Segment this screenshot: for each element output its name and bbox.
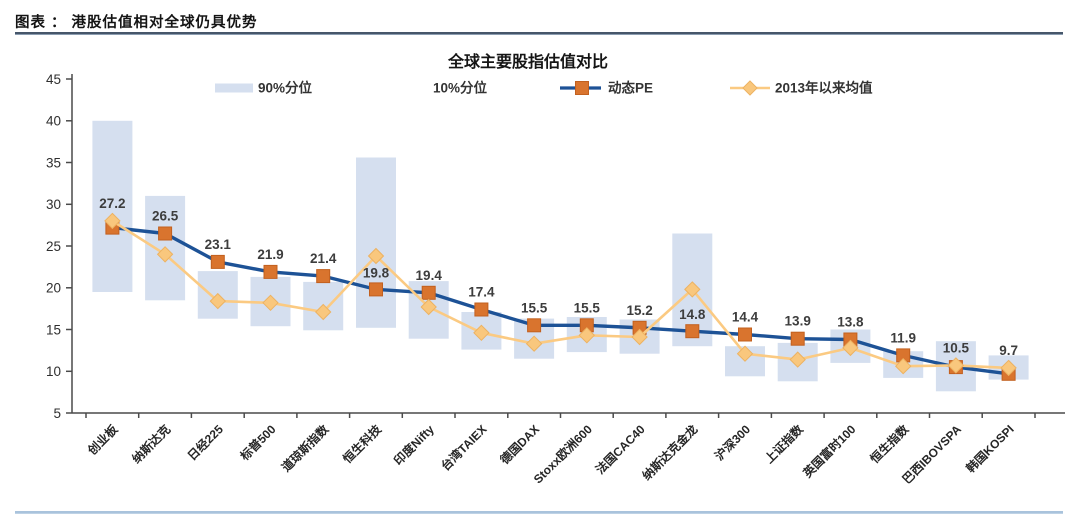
x-axis-label: 纳斯达克 [129, 422, 174, 467]
mean-marker [684, 281, 701, 298]
pe-marker [738, 327, 752, 342]
x-axis-label: 英国富时100 [800, 421, 859, 480]
legend-label: 2013年以来均值 [775, 80, 873, 96]
legend-swatch-pe-marker [575, 81, 589, 95]
y-axis-tick-label: 30 [46, 197, 61, 212]
legend-label: 动态PE [608, 80, 653, 96]
mean-line [111, 219, 1009, 370]
x-axis-label: 韩国KOSPI [963, 422, 1017, 476]
data-label: 19.8 [363, 265, 390, 280]
legend-label: 10%分位 [433, 80, 488, 96]
x-axis-label: 道琼斯指数 [278, 421, 332, 475]
data-label: 14.4 [732, 310, 759, 325]
x-axis-label: 台湾TAIEX [438, 422, 490, 474]
y-axis-tick-label: 10 [46, 364, 61, 379]
pe-marker [263, 264, 278, 279]
pe-marker [685, 324, 700, 339]
data-label: 15.2 [626, 303, 652, 318]
mean-marker [631, 328, 648, 346]
y-axis-tick-label: 5 [53, 406, 61, 421]
mean-marker [156, 246, 174, 263]
x-axis-label: 创业板 [84, 421, 121, 458]
data-label: 13.9 [785, 314, 811, 329]
x-axis-label: 沪深300 [711, 421, 753, 463]
data-label: 23.1 [205, 237, 232, 252]
x-axis-label: 标普500 [236, 421, 279, 464]
y-axis-tick-label: 15 [46, 322, 61, 337]
mean-marker [947, 357, 965, 374]
chart-title: 全球主要股指估值对比 [447, 52, 608, 71]
y-axis-tick-label: 20 [46, 281, 61, 296]
data-label: 26.5 [152, 209, 179, 224]
data-label: 13.8 [837, 315, 864, 330]
y-axis-tick-label: 25 [46, 239, 61, 254]
data-label: 14.8 [679, 307, 706, 322]
x-axis-label: 印度Nifty [390, 421, 437, 468]
x-axis-label: 日经225 [184, 421, 226, 463]
mean-marker [473, 324, 490, 342]
legend-swatch-mean-marker [742, 80, 758, 96]
data-label: 27.2 [99, 196, 125, 211]
x-axis-label: 恒生指数 [867, 421, 912, 466]
data-label: 9.7 [999, 343, 1018, 358]
data-label: 19.4 [416, 268, 443, 283]
mean-marker [842, 339, 859, 357]
x-axis-label: 法国CAC40 [592, 421, 648, 477]
x-axis-label: 上证指数 [761, 421, 806, 466]
data-label: 15.5 [574, 300, 601, 315]
pe-marker [210, 254, 225, 269]
data-label: 15.5 [521, 300, 548, 315]
pe-marker [527, 318, 542, 333]
header-divider [15, 32, 1063, 35]
pe-marker [474, 302, 489, 317]
mean-marker [367, 247, 385, 265]
mean-marker [578, 327, 596, 344]
pe-marker [369, 282, 383, 297]
mean-marker [789, 351, 806, 368]
mean-marker [104, 212, 121, 230]
x-axis-label: 恒生科技 [340, 421, 385, 466]
pe-marker [421, 285, 436, 300]
x-axis-label: 德国DAX [497, 422, 542, 467]
y-axis-tick-label: 45 [46, 72, 61, 87]
figure-caption: 图表 ： 港股估值相对全球仍具优势 [15, 15, 258, 31]
mean-marker [525, 335, 543, 352]
legend-swatch-10pct [390, 83, 428, 93]
data-label: 21.4 [310, 251, 337, 266]
data-label: 21.9 [257, 247, 283, 262]
pe-marker [790, 331, 805, 346]
pe-marker [316, 269, 331, 284]
footer-divider [15, 511, 1063, 514]
mean-marker [262, 294, 279, 312]
mean-marker [1000, 359, 1017, 377]
data-label: 10.5 [943, 340, 970, 355]
percentile-range-bar [356, 157, 396, 328]
legend-label: 90%分位 [258, 80, 313, 96]
y-axis-tick-label: 35 [46, 155, 61, 170]
pe-line [112, 225, 1009, 376]
x-axis-label: 纳斯达克金龙 [639, 422, 701, 484]
pe-marker [158, 226, 173, 241]
mean-marker [314, 303, 332, 321]
y-axis-tick-label: 40 [46, 114, 61, 129]
data-label: 17.4 [468, 285, 495, 300]
mean-marker [894, 357, 912, 375]
legend-swatch-90pct [215, 83, 253, 93]
mean-marker [209, 292, 227, 310]
percentile-range-bar [92, 120, 133, 292]
mean-marker [420, 298, 437, 316]
data-label: 11.9 [890, 330, 916, 345]
mean-marker [736, 345, 754, 362]
